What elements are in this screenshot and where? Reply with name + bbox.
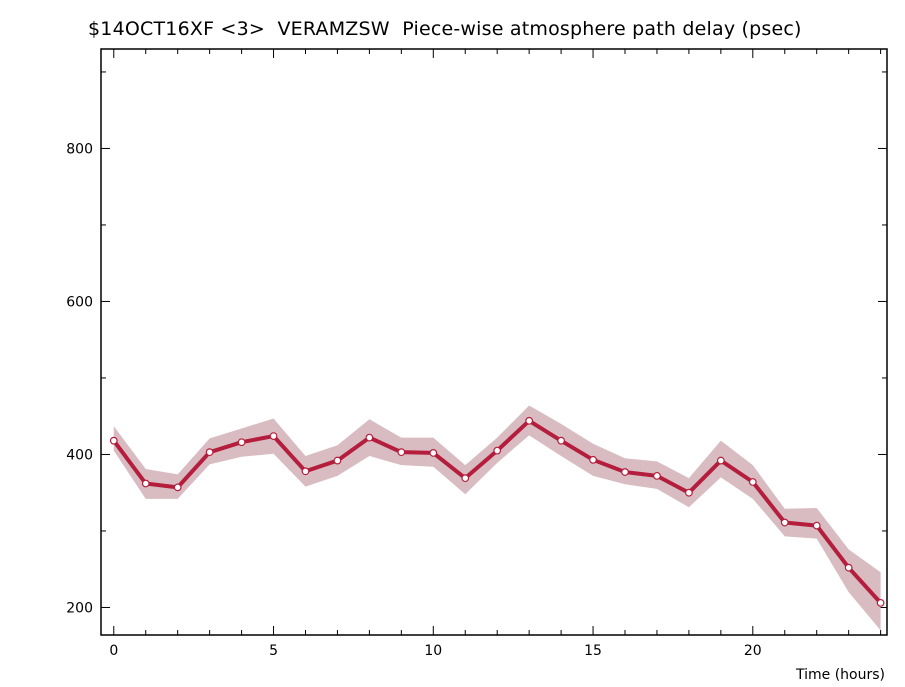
data-point xyxy=(876,598,885,607)
x-tick-label: 5 xyxy=(269,643,278,659)
uncertainty-band-area xyxy=(113,405,881,631)
data-point xyxy=(748,478,757,486)
data-point xyxy=(589,455,597,464)
plot-frame xyxy=(100,48,888,636)
y-tick-label: 800 xyxy=(66,141,93,157)
chart-title: $14OCT16XF <3> VERAMZSW Piece-wise atmos… xyxy=(88,18,802,40)
y-tick-label: 200 xyxy=(66,600,93,616)
data-point xyxy=(333,456,342,465)
data-point xyxy=(780,518,789,527)
data-point xyxy=(557,436,565,445)
data-point xyxy=(716,456,725,465)
data-point xyxy=(397,448,406,457)
x-tick-label: 10 xyxy=(424,643,442,659)
x-tick-label: 0 xyxy=(109,643,118,659)
data-point xyxy=(237,438,246,447)
data-point xyxy=(493,446,502,455)
y-tick-label: 600 xyxy=(66,294,93,310)
data-point xyxy=(109,436,118,445)
data-points xyxy=(109,416,885,607)
data-point xyxy=(812,521,821,530)
data-point xyxy=(621,468,629,476)
uncertainty-band xyxy=(113,405,881,631)
x-tick-label: 15 xyxy=(584,643,602,659)
data-point xyxy=(429,449,438,457)
data-point xyxy=(173,483,182,492)
data-point xyxy=(461,474,470,483)
data-point xyxy=(301,467,310,476)
data-point xyxy=(844,563,853,572)
data-point xyxy=(141,479,150,488)
data-point xyxy=(525,416,534,425)
axis-ticks: 0 5 10 15 20 200 400 600 800 xyxy=(66,49,887,659)
data-point xyxy=(685,488,693,497)
y-tick-label: 400 xyxy=(66,447,93,463)
x-tick-label: 20 xyxy=(744,643,762,659)
x-axis-label: Time (hours) xyxy=(795,667,885,683)
data-point xyxy=(365,433,374,442)
data-point xyxy=(653,471,661,480)
data-point xyxy=(269,432,278,440)
data-point xyxy=(205,448,214,457)
